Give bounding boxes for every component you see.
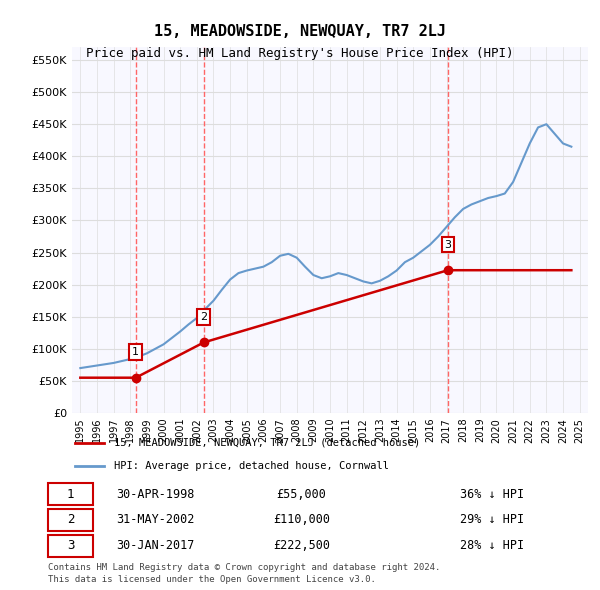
Text: 36% ↓ HPI: 36% ↓ HPI (460, 487, 524, 501)
FancyBboxPatch shape (48, 509, 93, 531)
Text: HPI: Average price, detached house, Cornwall: HPI: Average price, detached house, Corn… (114, 461, 389, 471)
Text: £55,000: £55,000 (277, 487, 326, 501)
Text: 1: 1 (67, 487, 74, 501)
Text: 15, MEADOWSIDE, NEWQUAY, TR7 2LJ (detached house): 15, MEADOWSIDE, NEWQUAY, TR7 2LJ (detach… (114, 438, 421, 448)
Text: £110,000: £110,000 (273, 513, 330, 526)
Text: 15, MEADOWSIDE, NEWQUAY, TR7 2LJ: 15, MEADOWSIDE, NEWQUAY, TR7 2LJ (154, 24, 446, 38)
Text: 28% ↓ HPI: 28% ↓ HPI (460, 539, 524, 552)
Text: 30-APR-1998: 30-APR-1998 (116, 487, 195, 501)
FancyBboxPatch shape (48, 535, 93, 557)
Text: 3: 3 (67, 539, 74, 552)
Text: 29% ↓ HPI: 29% ↓ HPI (460, 513, 524, 526)
Text: 2: 2 (200, 312, 208, 322)
Text: 31-MAY-2002: 31-MAY-2002 (116, 513, 195, 526)
Text: Price paid vs. HM Land Registry's House Price Index (HPI): Price paid vs. HM Land Registry's House … (86, 47, 514, 60)
Text: 2: 2 (67, 513, 74, 526)
Text: This data is licensed under the Open Government Licence v3.0.: This data is licensed under the Open Gov… (48, 575, 376, 584)
Text: Contains HM Land Registry data © Crown copyright and database right 2024.: Contains HM Land Registry data © Crown c… (48, 563, 440, 572)
Text: 3: 3 (445, 240, 451, 250)
FancyBboxPatch shape (48, 483, 93, 505)
Text: 1: 1 (132, 347, 139, 357)
Text: 30-JAN-2017: 30-JAN-2017 (116, 539, 195, 552)
Text: £222,500: £222,500 (273, 539, 330, 552)
